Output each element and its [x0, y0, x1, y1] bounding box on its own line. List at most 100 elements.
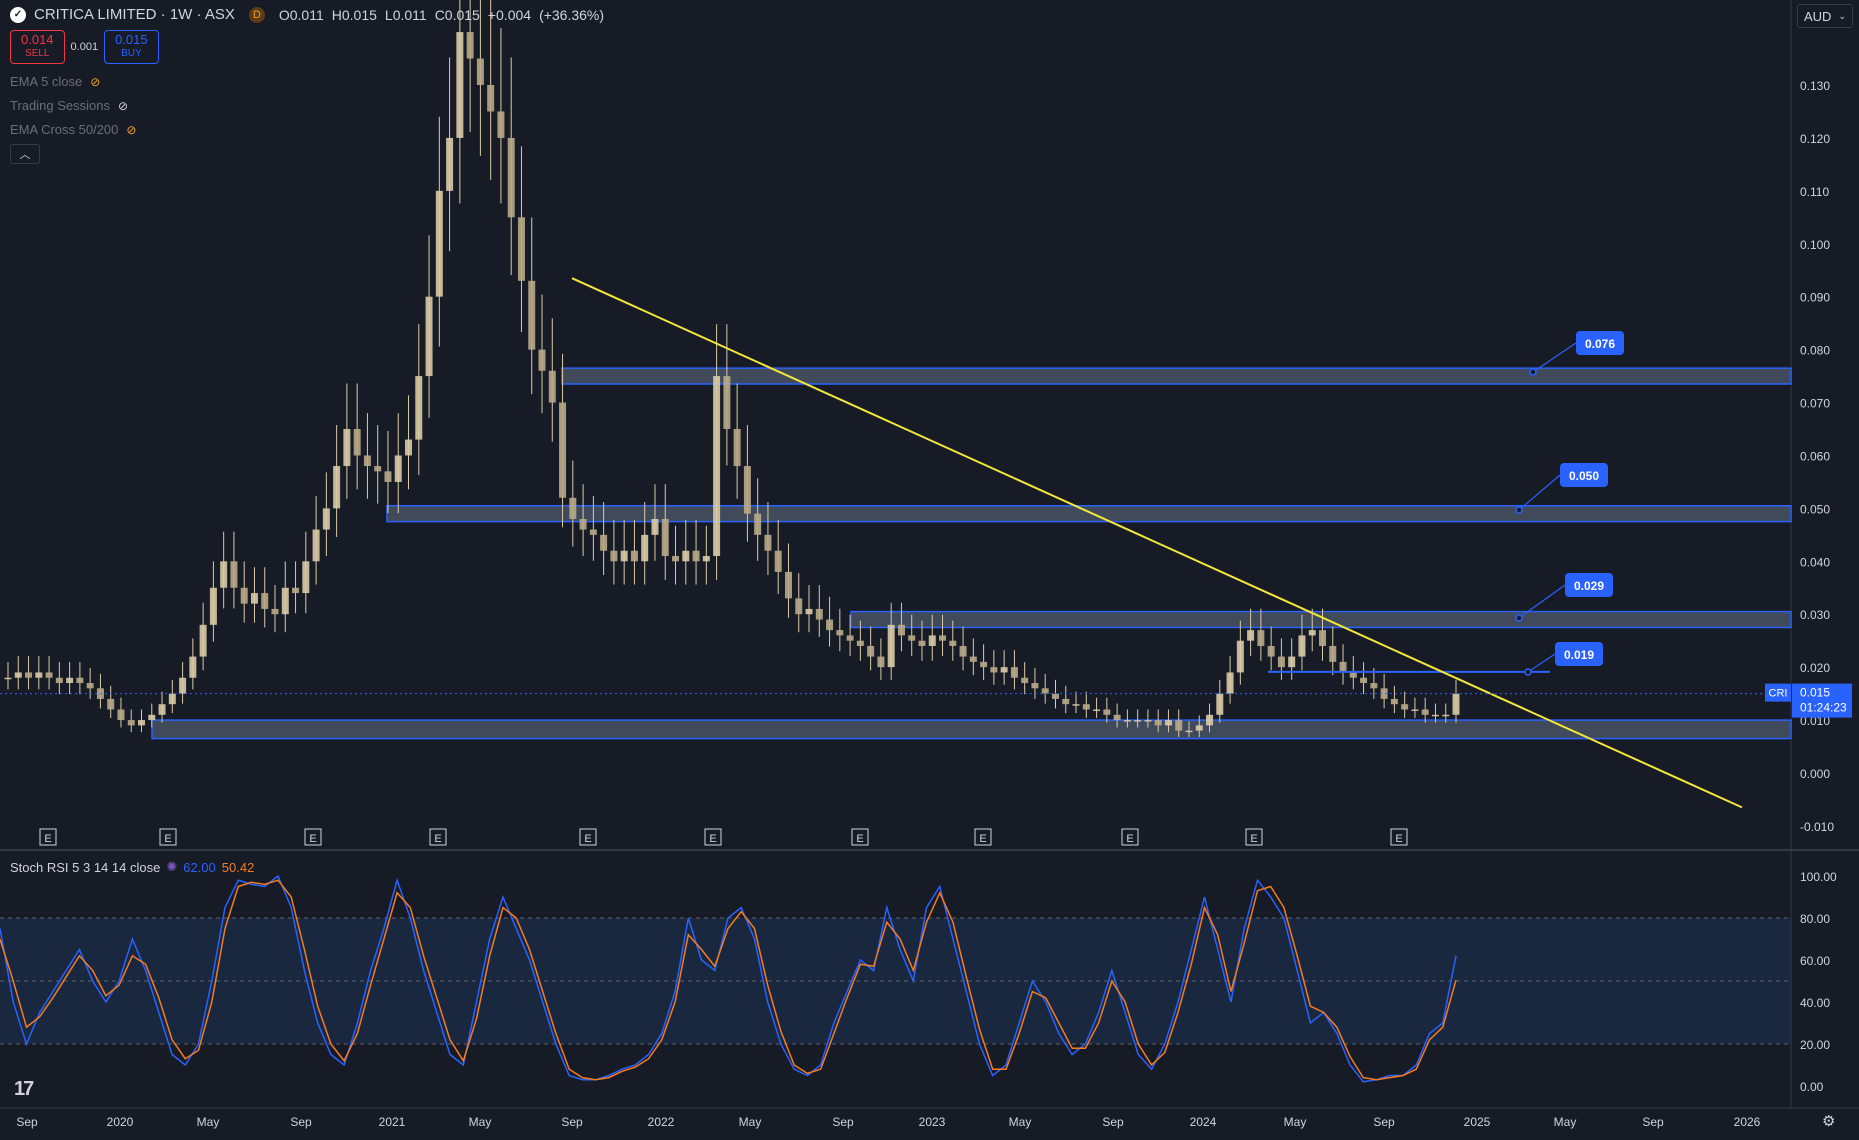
ohlc-change: +0.004 — [487, 6, 532, 23]
candle-body — [661, 518, 669, 557]
candle-body — [168, 693, 176, 705]
indicator-label: Trading Sessions — [10, 98, 110, 113]
candle-body — [1010, 667, 1018, 678]
time-tick-label: May — [1284, 1115, 1307, 1129]
symbol-title[interactable]: CRITICA LIMITED · 1W · ASX — [34, 6, 235, 23]
gear-icon[interactable]: ⚙ — [1822, 1113, 1836, 1130]
buy-button[interactable]: 0.015 BUY — [104, 30, 159, 64]
candle-body — [435, 190, 443, 297]
ohlc-low: L0.011 — [384, 6, 427, 23]
eye-hidden-icon[interactable]: ⊘ — [117, 98, 129, 113]
callout-anchor — [1515, 506, 1523, 514]
currency-select[interactable]: AUD ⌄ — [1797, 4, 1853, 28]
stoch-k-value: 62.00 — [183, 859, 216, 875]
time-tick-label: Sep — [16, 1115, 38, 1129]
stoch-tick-label: 20.00 — [1800, 1038, 1830, 1052]
stoch-tick-label: 100.00 — [1800, 870, 1837, 884]
earnings-marker-label: E — [1126, 833, 1133, 845]
ohlc-high: H0.015 — [331, 6, 377, 23]
candle-body — [384, 471, 392, 482]
indicator-ema-cross[interactable]: EMA Cross 50/200 ⊘ — [10, 122, 136, 137]
price-tick-label: 0.090 — [1800, 291, 1830, 305]
candle-body — [425, 296, 433, 377]
candle-body — [1329, 645, 1337, 662]
collapse-legend-button[interactable]: ︿ — [10, 144, 40, 164]
candle-body — [148, 714, 156, 721]
candle-body — [4, 677, 12, 680]
earnings-marker — [1121, 828, 1139, 846]
earnings-marker — [974, 828, 992, 846]
current-price-label: 0.015 — [1800, 686, 1830, 700]
symbol-legend[interactable]: ✓ CRITICA LIMITED · 1W · ASX D O0.011 H0… — [10, 6, 604, 23]
candle-body — [1154, 720, 1162, 726]
trade-panel: 0.014 SELL 0.001 0.015 BUY — [10, 30, 159, 64]
indicator-trading-sessions[interactable]: Trading Sessions ⊘ — [10, 98, 128, 113]
candle-body — [394, 455, 402, 482]
price-callout-box — [1555, 642, 1603, 666]
time-tick-label: 2025 — [1464, 1115, 1491, 1129]
candle-body — [1380, 688, 1388, 699]
ohlc-change-pct: (+36.36%) — [539, 6, 605, 23]
candle-body — [281, 587, 289, 615]
candle-body — [918, 640, 926, 646]
candle-body — [651, 518, 659, 535]
indicator-ema5[interactable]: EMA 5 close ⊘ — [10, 74, 100, 89]
candle-body — [1093, 709, 1101, 711]
candle-body — [189, 656, 197, 678]
candle-body — [1288, 656, 1296, 668]
candle-body — [446, 137, 454, 191]
candle-body — [476, 58, 484, 85]
earnings-marker-label: E — [44, 833, 51, 845]
candle-body — [76, 677, 84, 684]
callout-line — [1518, 584, 1566, 619]
candle-body — [374, 466, 382, 472]
candle-body — [1277, 656, 1285, 668]
sell-button[interactable]: 0.014 SELL — [10, 30, 65, 64]
candle-body — [312, 529, 320, 562]
time-tick-label: Sep — [561, 1115, 583, 1129]
candle-body — [856, 640, 864, 646]
earnings-marker — [579, 828, 597, 846]
callout-anchor — [1524, 668, 1532, 676]
current-price-tag — [1792, 683, 1852, 718]
candle-body — [107, 698, 115, 710]
price-tick-label: 0.070 — [1800, 397, 1830, 411]
earnings-marker-label: E — [856, 833, 863, 845]
candle-body — [209, 587, 217, 625]
price-callout-box — [1576, 331, 1624, 355]
candle-body — [846, 635, 854, 641]
candle-body — [1247, 630, 1255, 641]
earnings-marker — [1390, 828, 1408, 846]
tradingview-logo-icon[interactable]: 17 — [14, 1078, 34, 1100]
price-callout-box — [1560, 463, 1608, 487]
earnings-marker-label: E — [164, 833, 171, 845]
candle-body — [620, 550, 628, 562]
candle-body — [1123, 720, 1131, 722]
callout-anchor — [1529, 368, 1537, 376]
price-tick-label: 0.130 — [1800, 79, 1830, 93]
candle-body — [1308, 630, 1316, 636]
candle-body — [928, 635, 936, 646]
earnings-marker — [159, 828, 177, 846]
candle-body — [1041, 688, 1049, 694]
stoch-rsi-label: Stoch RSI 5 3 14 14 close — [10, 859, 161, 875]
earnings-marker — [1245, 828, 1263, 846]
price-tick-label: -0.010 — [1800, 820, 1834, 834]
candle-body — [1185, 730, 1193, 733]
candle-body — [45, 672, 53, 678]
candle-body — [1216, 693, 1224, 715]
stoch-rsi-legend[interactable]: Stoch RSI 5 3 14 14 close ✺ 62.00 50.42 — [10, 859, 254, 875]
delayed-data-badge[interactable]: D — [248, 6, 265, 23]
support-resistance-zone — [850, 610, 1792, 629]
callout-line — [1518, 474, 1561, 511]
eye-hidden-icon[interactable]: ⊘ — [90, 74, 101, 89]
symbol-tag — [1765, 683, 1791, 702]
stoch-tick-label: 80.00 — [1800, 912, 1830, 926]
price-callout-label: 0.029 — [1574, 579, 1604, 593]
callout-line — [1527, 653, 1556, 673]
price-callout-label: 0.076 — [1585, 337, 1615, 351]
eye-hidden-icon[interactable]: ⊘ — [126, 122, 137, 137]
candle-body — [487, 85, 495, 112]
price-callout-box — [1565, 573, 1613, 597]
